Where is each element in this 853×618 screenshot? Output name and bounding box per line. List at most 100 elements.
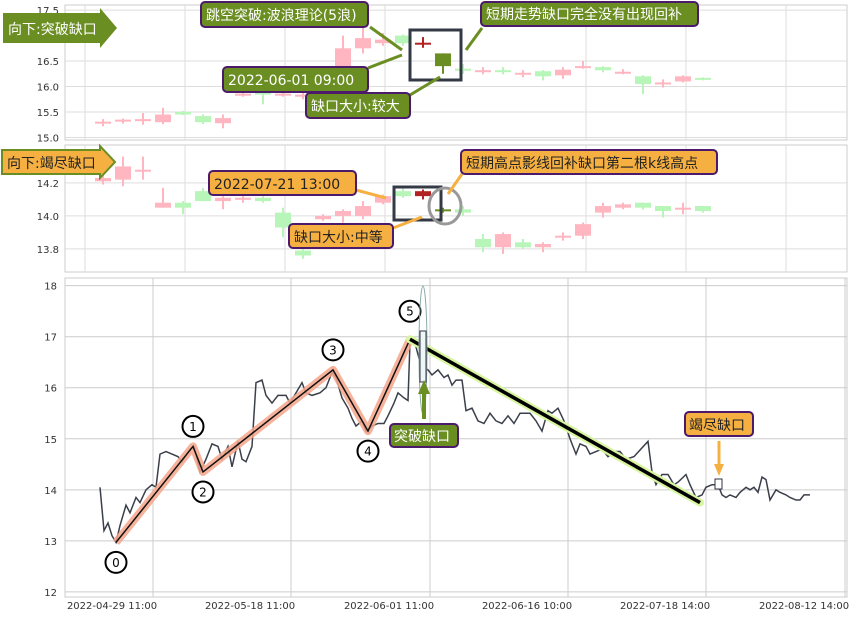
wave-line <box>115 338 411 543</box>
top-size-label: 缺口大小:较大 <box>311 99 400 115</box>
candle-body <box>475 239 491 248</box>
candle-body <box>595 67 611 71</box>
y-tick-label: 17 <box>44 333 57 344</box>
mid-time-arrow <box>355 188 387 200</box>
candle-body <box>395 35 411 44</box>
candle-body <box>215 197 231 202</box>
candle-body <box>135 169 151 172</box>
x-tick-label: 2022-05-18 11:00 <box>205 601 295 612</box>
exhaustion-gap-rect <box>714 478 723 490</box>
candle-body <box>635 202 651 208</box>
y-tick-label: 17.5 <box>37 6 59 17</box>
candle-body <box>415 42 431 45</box>
x-tick-label: 2022-07-18 14:00 <box>620 601 710 612</box>
candle-body <box>475 70 491 73</box>
trend-line <box>409 337 701 505</box>
candle-body <box>555 69 571 76</box>
middle-annotations: 向下:竭尽缺口 2022-07-21 13:00 缺口大小:中等 短期高点影线回… <box>1 143 718 249</box>
wave-point-circle <box>104 550 128 574</box>
candle-body <box>295 94 311 97</box>
candle-body <box>615 204 631 208</box>
candle-body <box>395 191 411 197</box>
candle-body <box>375 39 391 44</box>
y-tick-label: 16 <box>44 384 57 395</box>
candle-body <box>95 121 111 124</box>
wave-point-circle <box>191 480 215 504</box>
candle-body <box>255 197 271 202</box>
candle-body <box>175 111 191 115</box>
mid-direction-arrow <box>1 143 117 181</box>
candle-body <box>535 71 551 77</box>
candle-body <box>435 53 451 67</box>
y-tick-label: 18 <box>44 282 57 293</box>
candle-body <box>275 212 291 228</box>
candle-body <box>615 71 631 74</box>
wave-point-label: 2 <box>199 485 207 499</box>
wave-point-label: 1 <box>189 420 197 434</box>
candle-body <box>155 114 171 123</box>
candle-body <box>335 210 351 216</box>
breakaway-gap-rect <box>419 330 427 383</box>
y-tick-label: 16.0 <box>37 83 59 94</box>
wave-point-circle <box>181 414 205 438</box>
x-tick-label: 2022-04-29 11:00 <box>67 601 157 612</box>
candle-body <box>155 202 171 208</box>
y-tick-label: 14.2 <box>37 179 59 190</box>
note-arrow <box>464 27 484 51</box>
candle-body <box>695 77 711 80</box>
y-tick-label: 13.8 <box>37 245 59 256</box>
candle-body <box>675 76 691 82</box>
candle-body <box>455 68 471 71</box>
mid-note-label: 短期高点影线回补缺口第二根k线高点 <box>466 155 698 172</box>
y-tick-label: 15.0 <box>37 133 59 144</box>
candle-body <box>695 206 711 211</box>
candle-body <box>275 93 291 96</box>
candle-body <box>515 242 531 248</box>
candle-body <box>375 196 391 203</box>
wave-point-label: 4 <box>364 445 372 459</box>
candle-body <box>235 197 251 200</box>
y-tick-label: 12 <box>44 588 57 599</box>
candle-body <box>575 66 591 69</box>
mid-refill-circle <box>427 186 463 226</box>
top-annotations: 向下:突破缺口 跳空突破:波浪理论(5浪) 2022-06-01 09:00 缺… <box>3 1 699 119</box>
top-candle-panel: 15.0 15.5 16.0 16.5 17.5 <box>37 4 848 144</box>
candle-body <box>355 206 371 216</box>
size-arrow <box>409 75 441 97</box>
candle-body <box>555 235 571 238</box>
bottom-annotations: 突破缺口 竭尽缺口 <box>389 285 754 490</box>
exhaustion-arrow-head <box>714 464 724 476</box>
top-note-label: 短期走势缺口完全没有出现回补 <box>486 6 682 23</box>
top-time-label: 2022-06-01 09:00 <box>228 73 354 89</box>
candle-body <box>135 119 151 122</box>
candle-body <box>175 202 191 208</box>
candle-body <box>655 82 671 85</box>
candle-body <box>115 119 131 122</box>
candle-body <box>495 234 511 248</box>
candle-body <box>595 206 611 213</box>
wave-point-circle <box>321 338 345 362</box>
mid-size-arrow <box>392 215 423 230</box>
breakaway-label: 突破缺口 <box>394 429 450 445</box>
candle-body <box>655 206 671 211</box>
candle-body <box>675 207 691 210</box>
candle-body <box>635 76 651 84</box>
candle-body <box>295 250 311 256</box>
candle-body <box>315 215 331 220</box>
y-tick-label: 14.0 <box>37 212 59 223</box>
wave-point-label: 3 <box>329 343 337 357</box>
mid-direction-text: 向下:竭尽缺口 <box>7 156 96 172</box>
y-tick-label: 15 <box>44 435 57 446</box>
candle-body <box>255 92 271 95</box>
x-tick-label: 2022-06-01 11:00 <box>344 601 434 612</box>
candle-body <box>575 224 591 236</box>
wave-point-label: 0 <box>112 556 120 570</box>
mid-size-label: 缺口大小:中等 <box>294 229 383 246</box>
y-tick-label: 13 <box>44 537 57 548</box>
candle-body <box>195 116 211 123</box>
candle-body <box>495 70 511 73</box>
candle-body <box>115 166 131 180</box>
price-line <box>99 338 810 545</box>
wave-point-circle <box>398 299 422 323</box>
